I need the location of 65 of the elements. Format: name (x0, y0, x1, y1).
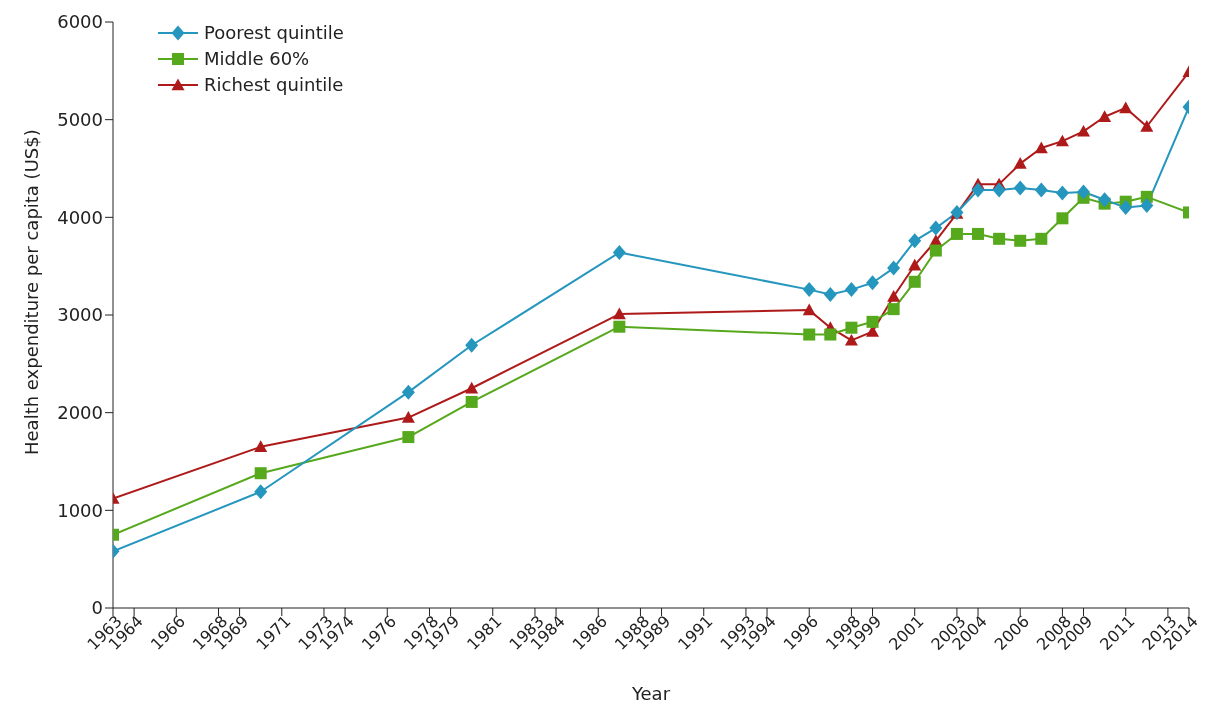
point (887, 289, 901, 302)
point (1013, 157, 1027, 169)
point (1140, 198, 1154, 214)
point (908, 233, 922, 249)
point (402, 431, 415, 444)
point (1098, 110, 1112, 122)
point (824, 328, 837, 341)
point (401, 384, 415, 400)
y-axis-title: Health expenditure per capita (US$) (21, 129, 43, 455)
point (971, 182, 985, 198)
point (465, 337, 479, 353)
point (866, 275, 880, 291)
y-tick-label: 4000 (57, 206, 103, 228)
point (401, 411, 415, 423)
point (844, 282, 858, 298)
point (1055, 185, 1069, 201)
point (950, 227, 963, 240)
point (612, 307, 626, 320)
point (613, 320, 626, 333)
y-tick-label: 0 (91, 597, 103, 619)
point (929, 220, 943, 236)
point (1014, 234, 1027, 247)
point (802, 282, 816, 298)
y-tick-label: 2000 (57, 402, 103, 424)
point (992, 182, 1006, 198)
point (254, 440, 268, 453)
y-tick-label: 6000 (57, 11, 103, 33)
point (844, 333, 858, 346)
point (908, 275, 921, 288)
point (1013, 180, 1027, 196)
point (887, 260, 901, 276)
point (465, 381, 479, 394)
point (1077, 184, 1091, 200)
point (866, 315, 879, 328)
point (612, 244, 626, 260)
x-axis-title: Year (630, 683, 671, 704)
point (1098, 192, 1112, 208)
point (887, 303, 900, 316)
point (1034, 182, 1048, 198)
point (1140, 120, 1154, 132)
point (908, 258, 922, 271)
legend-label: Middle 60% (204, 47, 310, 71)
point (254, 467, 267, 480)
point (802, 303, 816, 316)
legend-label: Richest quintile (204, 73, 344, 97)
y-tick-label: 3000 (57, 304, 103, 326)
point (1119, 200, 1133, 216)
point (465, 395, 478, 408)
point (254, 484, 268, 500)
legend-label: Poorest quintile (204, 21, 344, 45)
point (823, 286, 837, 302)
y-tick-label: 1000 (57, 499, 103, 521)
point (993, 232, 1006, 245)
point (929, 244, 942, 257)
point (972, 227, 985, 240)
point (1034, 141, 1048, 154)
point (1077, 124, 1091, 137)
point (1035, 232, 1048, 245)
point (1055, 134, 1069, 147)
y-tick-label: 5000 (57, 109, 103, 131)
point (1119, 101, 1133, 114)
point (845, 321, 858, 334)
point (803, 328, 816, 341)
point (1056, 212, 1069, 225)
point (866, 325, 880, 337)
